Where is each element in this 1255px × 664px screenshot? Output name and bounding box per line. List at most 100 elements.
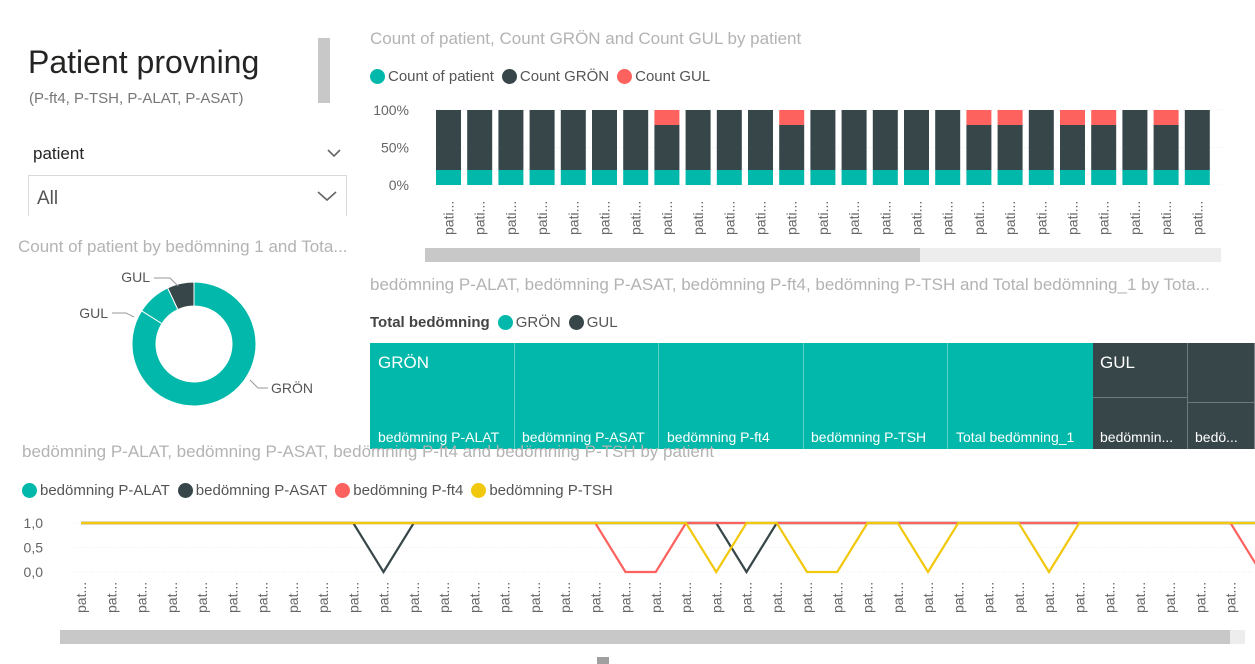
legend-item-count-patient[interactable]: Count of patient [370,68,494,85]
legend-label: bedömning P-ALAT [40,482,170,499]
legend-item-alat[interactable]: bedömning P-ALAT [22,482,170,499]
legend-item-count-gul[interactable]: Count GUL [617,68,710,85]
donut-slice[interactable] [140,287,179,325]
bar-segment[interactable] [1091,125,1117,170]
slicer-collapse-button[interactable] [326,146,342,164]
series-line[interactable] [81,521,1255,575]
bar-segment[interactable] [748,170,773,185]
bar-segment[interactable] [654,170,680,185]
bar-segment[interactable] [716,110,742,170]
series-line[interactable] [81,521,1255,575]
bar-segment[interactable] [1091,170,1117,185]
bar-segment[interactable] [810,110,836,170]
x-tick-label: pati... [940,201,956,235]
bar-segment[interactable] [529,170,555,185]
x-tick-label: pat... [1192,582,1208,613]
treemap-legend: Total bedömning GRÖN GUL [370,314,626,331]
bar-segment[interactable] [467,170,493,185]
bar-segment[interactable] [436,170,461,185]
bar-segment[interactable] [748,110,773,170]
bar-segment[interactable] [872,170,898,185]
bar-segment[interactable] [1153,125,1179,170]
bar-segment[interactable] [841,170,867,185]
bar-segment[interactable] [623,110,649,170]
bar-segment[interactable] [966,170,992,185]
legend-item-count-gron[interactable]: Count GRÖN [501,68,609,85]
bar-segment[interactable] [654,110,680,125]
bar-segment[interactable] [904,110,929,170]
series-line[interactable] [81,521,1255,574]
slicer-dropdown-button[interactable] [316,189,338,208]
treemap-cell[interactable] [370,343,515,449]
bar-segment[interactable] [1060,110,1085,125]
treemap-cell[interactable] [948,343,1093,449]
treemap-cell[interactable] [1093,343,1188,398]
legend-item-gul[interactable]: GUL [568,314,618,331]
treemap-cell[interactable] [1188,343,1255,403]
bar-segment[interactable] [935,110,961,170]
bar-segment[interactable] [1091,110,1117,125]
x-tick-label: pat... [194,582,210,613]
bar-chart-scroll-thumb[interactable] [425,248,920,262]
legend-item-ft4[interactable]: bedömning P-ft4 [335,482,463,499]
bar-segment[interactable] [498,110,524,170]
bar-segment[interactable] [654,125,680,170]
bar-segment[interactable] [1153,110,1179,125]
treemap-cell[interactable] [1093,398,1188,449]
bar-segment[interactable] [592,170,617,185]
line-chart-scroll-thumb[interactable] [60,630,1230,644]
bar-segment[interactable] [841,110,867,170]
donut-label: GUL [121,269,150,285]
bar-segment[interactable] [810,170,836,185]
x-tick-label: pat... [708,582,724,613]
bar-segment[interactable] [872,110,898,170]
bar-segment[interactable] [685,110,711,170]
bar-segment[interactable] [623,170,649,185]
bar-segment[interactable] [436,110,461,170]
bar-segment[interactable] [1184,170,1210,185]
legend-label: bedömning P-ASAT [195,482,328,499]
bar-segment[interactable] [1184,110,1210,170]
bar-segment[interactable] [685,170,711,185]
bar-segment[interactable] [997,170,1023,185]
bar-segment[interactable] [592,110,617,170]
vertical-scrollbar[interactable] [318,38,330,103]
bar-segment[interactable] [904,170,929,185]
slicer-dropdown[interactable] [28,175,347,216]
bar-segment[interactable] [966,125,992,170]
bar-segment[interactable] [498,170,524,185]
treemap-cell[interactable] [804,343,948,449]
y-tick-label: 0,5 [24,540,44,556]
resize-handle[interactable] [597,657,609,664]
bar-segment[interactable] [1153,170,1179,185]
legend-item-gron[interactable]: GRÖN [497,314,561,331]
legend-label: GRÖN [515,314,561,331]
x-tick-label: pati... [628,201,644,235]
treemap-cell[interactable] [659,343,804,449]
bar-segment[interactable] [716,170,742,185]
bar-segment[interactable] [1122,110,1148,170]
treemap-cell[interactable] [515,343,659,449]
donut-slice[interactable] [131,281,257,407]
bar-segment[interactable] [997,110,1023,125]
leader-line [249,379,268,389]
bar-segment[interactable] [560,110,586,170]
bar-segment[interactable] [529,110,555,170]
x-tick-label: pat... [678,582,694,613]
bar-segment[interactable] [1028,170,1054,185]
bar-segment[interactable] [779,170,805,185]
legend-item-tsh[interactable]: bedömning P-TSH [471,482,613,499]
x-tick-label: pati... [815,201,831,235]
bar-segment[interactable] [1122,170,1148,185]
bar-segment[interactable] [779,110,805,125]
bar-segment[interactable] [779,125,805,170]
bar-segment[interactable] [467,110,493,170]
bar-segment[interactable] [966,110,992,125]
bar-segment[interactable] [1060,125,1085,170]
bar-segment[interactable] [1060,170,1085,185]
bar-segment[interactable] [997,125,1023,170]
legend-item-asat[interactable]: bedömning P-ASAT [177,482,328,499]
bar-segment[interactable] [560,170,586,185]
bar-segment[interactable] [1028,110,1054,170]
bar-segment[interactable] [935,170,961,185]
